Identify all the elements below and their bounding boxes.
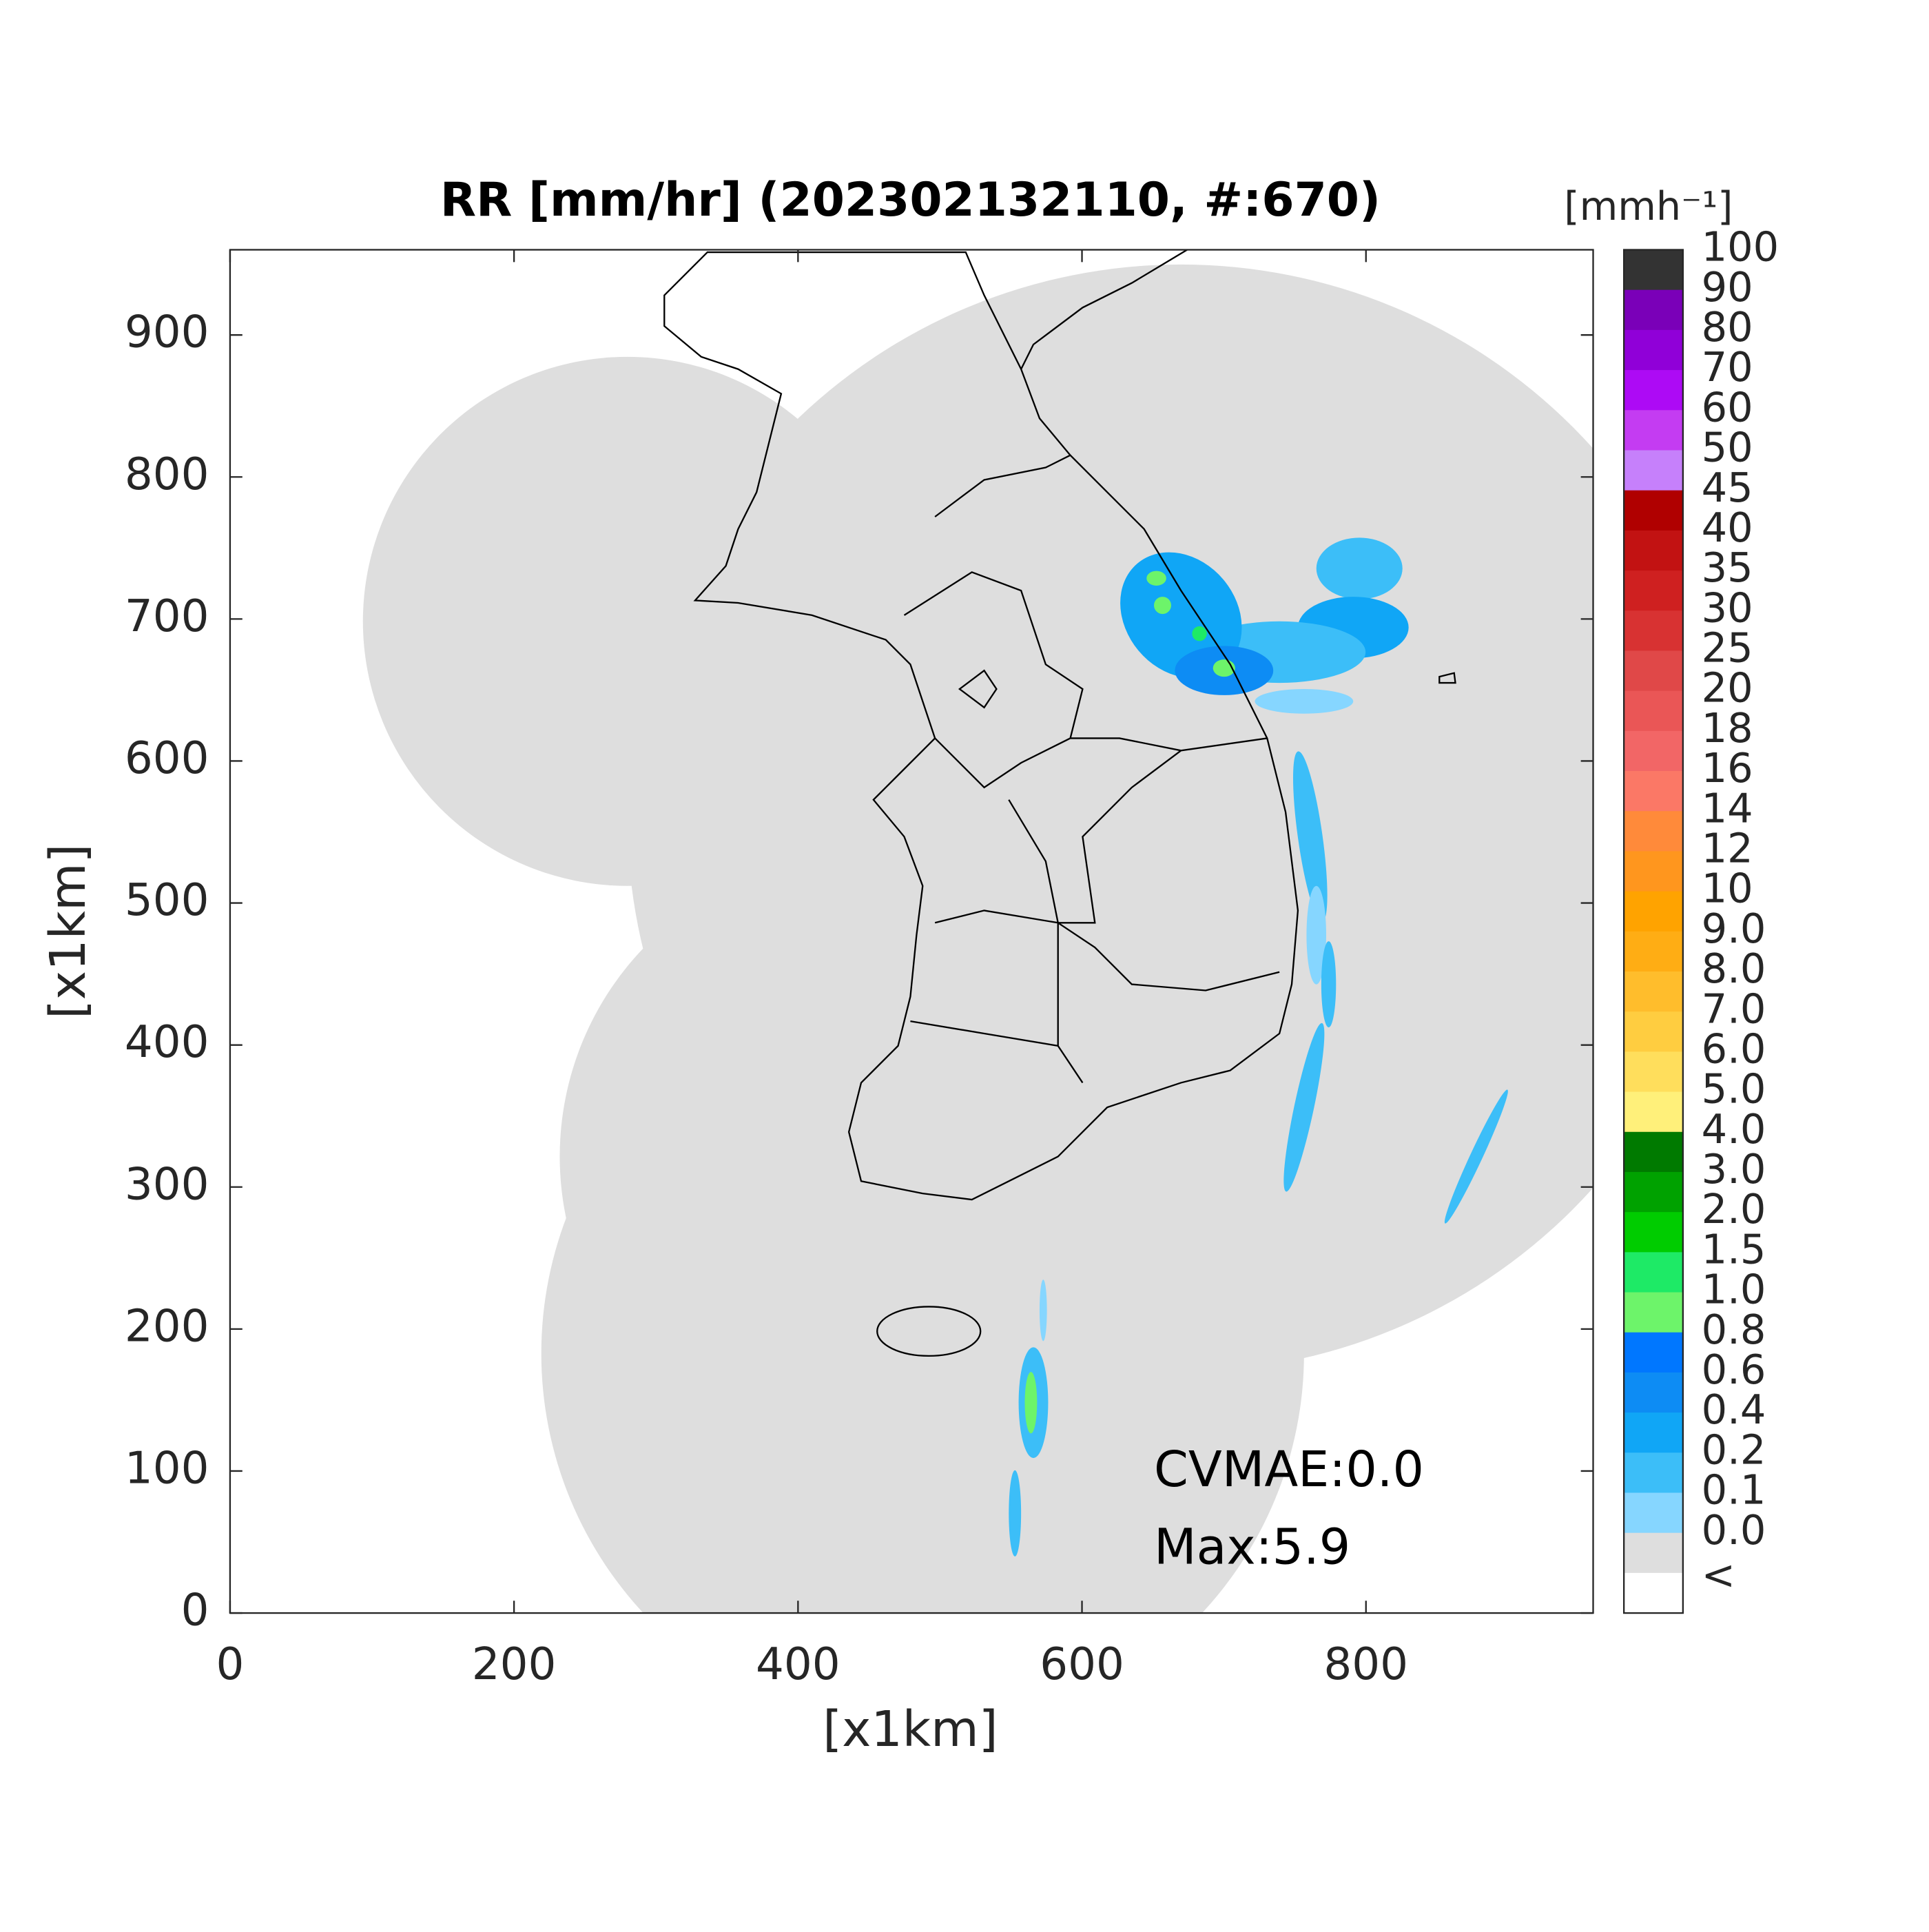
plot-frame	[229, 249, 1594, 1614]
x-tick-label: 400	[756, 1638, 840, 1690]
colorbar-segment	[1624, 811, 1683, 852]
colorbar-segment	[1624, 289, 1683, 331]
colorbar-label: 100	[1702, 223, 1779, 271]
colorbar-segment	[1624, 1091, 1683, 1133]
colorbar-label: 16	[1702, 744, 1753, 792]
colorbar-label: 6.0	[1702, 1025, 1766, 1072]
colorbar-segment	[1624, 410, 1683, 451]
colorbar-label: 0.2	[1702, 1426, 1766, 1473]
x-tick-label: 200	[472, 1638, 557, 1690]
colorbar-label: 12	[1702, 825, 1753, 872]
y-tick-label: 400	[125, 1016, 209, 1068]
colorbar-label: 14	[1702, 784, 1753, 832]
y-axis-label: [x1km]	[39, 844, 96, 1019]
coverage-area	[362, 265, 1593, 1614]
y-tick-label: 800	[125, 449, 209, 500]
colorbar-segment	[1624, 1532, 1683, 1574]
colorbar-segment	[1624, 450, 1683, 491]
colorbar-label: 80	[1702, 303, 1753, 351]
coastline	[663, 249, 1456, 1357]
colorbar-segment	[1624, 1372, 1683, 1413]
colorbar-segment	[1624, 1212, 1683, 1253]
colorbar-segment	[1624, 530, 1683, 571]
colorbar-segment	[1624, 370, 1683, 411]
x-axis-label: [x1km]	[823, 1700, 998, 1758]
colorbar-label: 40	[1702, 504, 1753, 551]
colorbar-segment	[1624, 1332, 1683, 1373]
colorbar-frame	[1622, 249, 1684, 1614]
x-tick-label: 600	[1040, 1638, 1124, 1690]
colorbar-segment	[1624, 490, 1683, 531]
colorbar-segment	[1624, 650, 1683, 692]
colorbar-segment	[1624, 1412, 1683, 1454]
radar-coverage	[362, 249, 1593, 1614]
colorbar-label: 10	[1702, 865, 1753, 912]
colorbar-label: 25	[1702, 624, 1753, 672]
colorbar-label: <	[1702, 1551, 1735, 1599]
y-tick-label: 600	[125, 732, 209, 784]
y-tick-label: 100	[125, 1443, 209, 1494]
y-tick-label: 900	[125, 307, 209, 358]
colorbar-segment	[1624, 571, 1683, 612]
colorbar-label: 35	[1702, 544, 1753, 591]
colorbar-label: 20	[1702, 664, 1753, 712]
colorbar-segment	[1624, 610, 1683, 652]
colorbar-label: 90	[1702, 263, 1753, 311]
colorbar-label: 3.0	[1702, 1145, 1766, 1193]
colorbar-label: 60	[1702, 383, 1753, 431]
colorbar-label: 7.0	[1702, 985, 1766, 1032]
colorbar-label: 0.4	[1702, 1386, 1766, 1433]
colorbar-segment	[1624, 1492, 1683, 1534]
colorbar-label: 1.0	[1702, 1266, 1766, 1313]
colorbar-label: 45	[1702, 464, 1753, 511]
colorbar-label: 8.0	[1702, 945, 1766, 992]
colorbar-segment	[1624, 931, 1683, 972]
colorbar-segment	[1624, 690, 1683, 732]
y-tick-label: 500	[125, 874, 209, 926]
colorbar-segment	[1624, 771, 1683, 812]
y-tick-label: 0	[181, 1585, 209, 1636]
colorbar-segment	[1624, 1051, 1683, 1093]
colorbar-label: 9.0	[1702, 905, 1766, 952]
y-tick-label: 700	[125, 590, 209, 642]
precipitation	[1009, 537, 1508, 1556]
colorbar-segment	[1624, 1572, 1683, 1614]
annotation: Max:5.9	[1154, 1519, 1350, 1576]
colorbar-label: 0.1	[1702, 1466, 1766, 1514]
colorbar-segment	[1624, 971, 1683, 1013]
annotation: CVMAE:0.0	[1154, 1441, 1424, 1498]
y-tick-label: 200	[125, 1300, 209, 1352]
colorbar-label: 50	[1702, 424, 1753, 471]
y-tick-label: 300	[125, 1158, 209, 1210]
colorbar-segment	[1624, 329, 1683, 371]
colorbar-segment	[1624, 1452, 1683, 1494]
colorbar-segment	[1624, 1292, 1683, 1333]
colorbar-segment	[1624, 1011, 1683, 1053]
colorbar-label: 5.0	[1702, 1065, 1766, 1113]
chart-title: RR [mm/hr] (202302132110, #:670)	[440, 173, 1381, 227]
x-tick-label: 800	[1323, 1638, 1408, 1690]
colorbar-label: 2.0	[1702, 1185, 1766, 1233]
colorbar-title: [mmh⁻¹]	[1564, 184, 1733, 229]
colorbar-segment	[1624, 1171, 1683, 1213]
colorbar-segment	[1624, 891, 1683, 932]
colorbar-label: 70	[1702, 343, 1753, 391]
colorbar-label: 4.0	[1702, 1105, 1766, 1153]
colorbar-segment	[1624, 851, 1683, 892]
colorbar-label: 30	[1702, 584, 1753, 631]
colorbar-segment	[1624, 1131, 1683, 1173]
colorbar-label: 0.0	[1702, 1506, 1766, 1554]
colorbar-label: 18	[1702, 704, 1753, 752]
colorbar-segment	[1624, 1252, 1683, 1293]
colorbar-segment	[1624, 730, 1683, 772]
x-tick-label: 0	[216, 1638, 244, 1690]
colorbar-label: 1.5	[1702, 1225, 1766, 1273]
colorbar-label: 0.8	[1702, 1306, 1766, 1353]
colorbar-segment	[1624, 249, 1683, 291]
colorbar-label: 0.6	[1702, 1346, 1766, 1393]
